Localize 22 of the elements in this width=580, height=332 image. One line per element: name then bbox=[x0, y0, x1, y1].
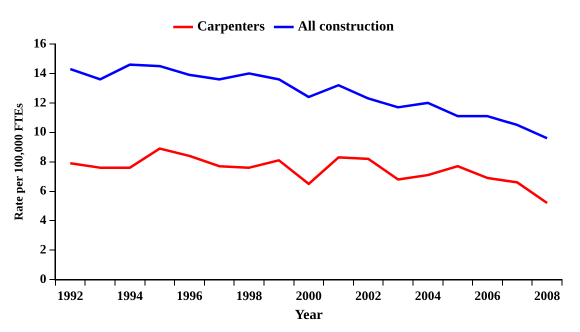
x-tick-label: 1992 bbox=[57, 288, 84, 303]
x-tick-label: 2004 bbox=[414, 288, 442, 303]
y-tick-label: 4 bbox=[40, 212, 47, 228]
x-tick-label: 2002 bbox=[355, 288, 382, 303]
legend-label: All construction bbox=[298, 20, 394, 35]
y-tick-label: 6 bbox=[40, 182, 47, 198]
x-tick-label: 1994 bbox=[116, 288, 144, 303]
legend-label: Carpenters bbox=[197, 20, 266, 35]
y-tick-label: 12 bbox=[33, 94, 46, 110]
y-tick-label: 8 bbox=[40, 153, 47, 168]
y-tick-label: 0 bbox=[40, 270, 46, 286]
y-tick-label: 16 bbox=[33, 35, 47, 50]
x-tick-label: 2000 bbox=[296, 288, 322, 303]
x-tick-label: 2008 bbox=[534, 288, 561, 303]
x-tick-label: 1996 bbox=[176, 288, 203, 303]
y-axis-title: Rate per 100,000 FTEs bbox=[11, 102, 26, 220]
x-tick-label: 2006 bbox=[474, 288, 501, 303]
y-tick-label: 14 bbox=[33, 64, 47, 80]
y-tick-label: 2 bbox=[40, 242, 46, 257]
x-tick-label: 1998 bbox=[236, 288, 263, 303]
y-tick-label: 10 bbox=[33, 124, 46, 139]
x-axis-title: Year bbox=[294, 308, 323, 324]
